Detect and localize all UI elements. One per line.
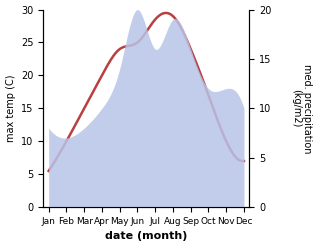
X-axis label: date (month): date (month) [105,231,188,242]
Y-axis label: max temp (C): max temp (C) [5,75,16,142]
Y-axis label: med. precipitation
(kg/m2): med. precipitation (kg/m2) [291,64,313,153]
